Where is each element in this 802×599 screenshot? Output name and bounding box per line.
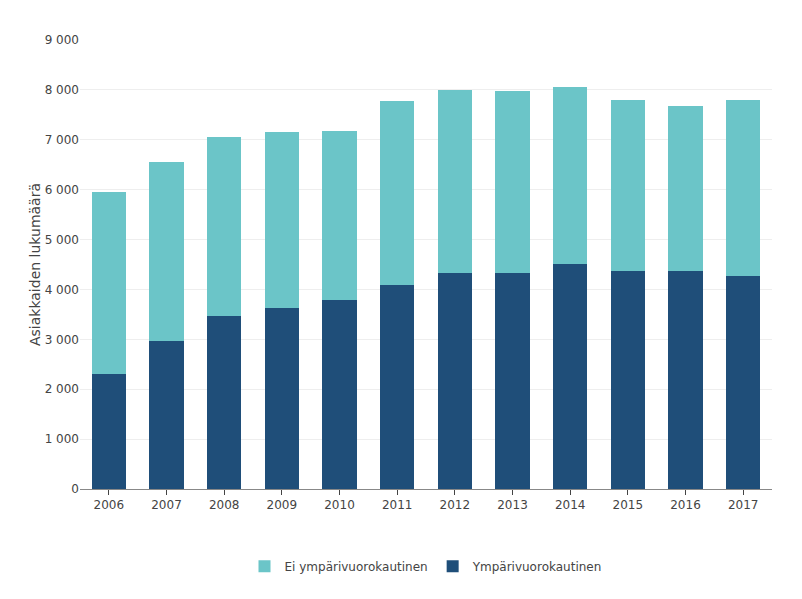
svg-text:2013: 2013 [497, 498, 528, 512]
svg-text:5 000: 5 000 [45, 233, 79, 247]
svg-text:7 000: 7 000 [45, 133, 79, 147]
svg-text:2 000: 2 000 [45, 382, 79, 396]
svg-text:9 000: 9 000 [45, 33, 79, 47]
svg-text:2006: 2006 [94, 498, 125, 512]
svg-text:2009: 2009 [267, 498, 298, 512]
svg-text:3 000: 3 000 [45, 333, 79, 347]
svg-text:Asiakkaiden lukumäärä: Asiakkaiden lukumäärä [27, 183, 43, 346]
svg-text:Ympärivuorokautinen: Ympärivuorokautinen [472, 560, 602, 574]
svg-text:0: 0 [71, 482, 79, 496]
svg-text:8 000: 8 000 [45, 83, 79, 97]
svg-text:6 000: 6 000 [45, 183, 79, 197]
svg-text:2007: 2007 [151, 498, 182, 512]
svg-text:2010: 2010 [324, 498, 355, 512]
svg-text:2016: 2016 [670, 498, 701, 512]
svg-text:Ei ympärivuorokautinen: Ei ympärivuorokautinen [285, 560, 428, 574]
svg-text:2014: 2014 [555, 498, 586, 512]
svg-text:4 000: 4 000 [45, 283, 79, 297]
svg-text:2008: 2008 [209, 498, 240, 512]
svg-text:2011: 2011 [382, 498, 413, 512]
svg-text:1 000: 1 000 [45, 432, 79, 446]
svg-text:2017: 2017 [728, 498, 759, 512]
svg-text:2015: 2015 [613, 498, 644, 512]
svg-text:2012: 2012 [440, 498, 471, 512]
